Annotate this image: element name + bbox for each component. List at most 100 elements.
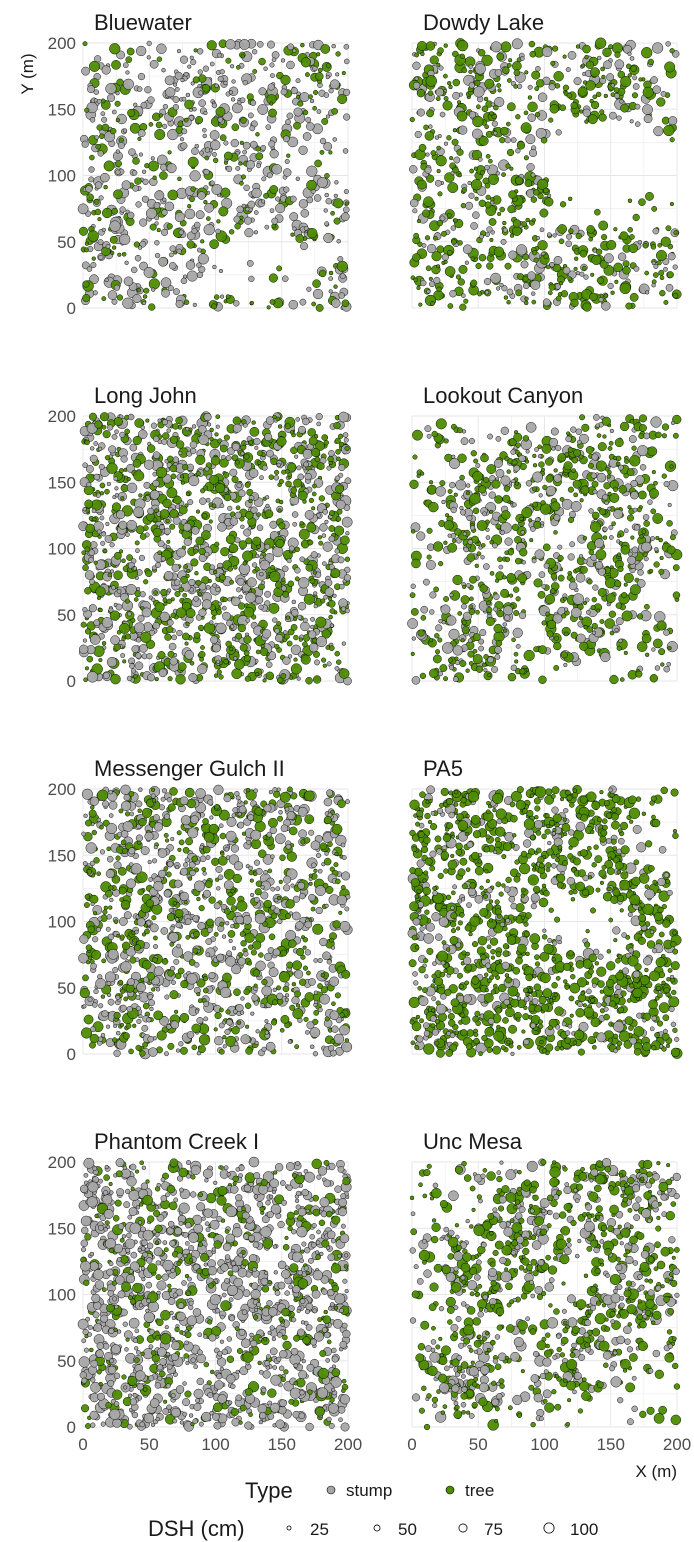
tree-point xyxy=(115,117,120,123)
stump-point xyxy=(569,511,576,518)
stump-point xyxy=(326,959,332,965)
stump-point xyxy=(513,464,521,472)
stump-point xyxy=(154,252,161,259)
stump-point xyxy=(530,279,541,290)
tree-point xyxy=(493,623,503,634)
stump-point xyxy=(120,653,126,658)
stump-point xyxy=(627,555,637,565)
tree-point xyxy=(200,645,205,650)
points-layer xyxy=(408,37,682,312)
tree-point xyxy=(500,588,510,598)
tree-point xyxy=(504,556,511,563)
tree-point xyxy=(550,588,556,594)
stump-point xyxy=(331,43,336,49)
tree-point xyxy=(601,234,608,241)
stump-point xyxy=(567,553,575,561)
points-layer xyxy=(77,38,352,312)
stump-point xyxy=(217,116,224,123)
stump-point xyxy=(173,958,180,965)
tree-point xyxy=(308,436,318,446)
tree-point xyxy=(218,674,224,680)
tree-point xyxy=(294,1044,300,1050)
tree-point xyxy=(223,434,230,441)
tree-point xyxy=(188,427,193,432)
stump-point xyxy=(504,614,511,621)
stump-point xyxy=(157,540,165,548)
tree-point xyxy=(425,265,432,272)
stump-point xyxy=(526,163,535,172)
tree-point xyxy=(172,423,179,430)
tree-point xyxy=(572,479,582,489)
tree-point xyxy=(234,222,241,230)
tree-point xyxy=(443,520,454,531)
stump-point xyxy=(174,86,180,92)
tree-point xyxy=(609,630,615,636)
stump-point xyxy=(213,902,221,910)
stump-point xyxy=(93,619,101,627)
stump-point xyxy=(196,262,202,268)
stump-point xyxy=(450,506,457,514)
stump-point xyxy=(341,855,347,861)
tree-point xyxy=(578,616,583,621)
tree-point xyxy=(489,509,494,514)
stump-point xyxy=(645,290,650,295)
tree-point xyxy=(642,242,649,249)
tree-point xyxy=(523,110,529,116)
stump-point xyxy=(441,499,446,505)
tree-point xyxy=(454,528,462,536)
stump-point xyxy=(336,239,341,244)
stump-point xyxy=(435,88,444,97)
stump-point xyxy=(153,844,159,850)
tree-point xyxy=(653,638,663,649)
tree-point xyxy=(452,538,457,543)
tree-point xyxy=(219,444,228,453)
tree-point xyxy=(644,603,650,610)
tree-point xyxy=(615,455,622,462)
stump-point xyxy=(236,482,242,489)
stump-point xyxy=(89,117,96,123)
tree-point xyxy=(151,987,156,992)
stump-point xyxy=(161,788,168,794)
stump-point xyxy=(203,110,208,115)
tree-point xyxy=(437,47,444,54)
stump-point xyxy=(112,966,119,973)
stump-point xyxy=(296,676,301,681)
tree-point xyxy=(187,204,192,209)
tree-point xyxy=(91,949,102,960)
tree-point xyxy=(577,86,588,97)
stump-point xyxy=(344,58,350,65)
stump-point xyxy=(312,288,324,300)
tree-point xyxy=(302,945,307,950)
tree-point xyxy=(418,143,427,152)
tree-point xyxy=(238,540,248,549)
stump-point xyxy=(261,176,267,182)
tree-point xyxy=(474,79,481,86)
stump-point xyxy=(296,465,302,471)
tree-point xyxy=(169,990,179,1000)
tree-point xyxy=(524,179,533,188)
tree-point xyxy=(167,650,175,658)
stump-point xyxy=(304,510,315,520)
tree-point xyxy=(496,83,502,88)
stump-point xyxy=(107,998,115,1006)
stump-point xyxy=(282,275,289,282)
tree-point xyxy=(673,230,679,236)
tree-point xyxy=(507,205,516,214)
stump-point xyxy=(496,286,501,291)
tree-point xyxy=(180,1046,188,1055)
tree-point xyxy=(461,67,468,74)
stump-point xyxy=(196,247,202,253)
stump-point xyxy=(340,212,350,222)
stump-point xyxy=(113,476,119,481)
stump-point xyxy=(299,298,307,306)
tree-point xyxy=(443,73,448,79)
stump-point xyxy=(603,60,612,70)
stump-point xyxy=(582,559,588,564)
tree-point xyxy=(115,160,122,168)
tree-point xyxy=(503,295,509,300)
tree-point xyxy=(145,569,153,577)
stump-point xyxy=(182,522,192,532)
stump-point xyxy=(448,628,460,640)
tree-point xyxy=(613,227,618,232)
tree-point xyxy=(476,551,482,557)
